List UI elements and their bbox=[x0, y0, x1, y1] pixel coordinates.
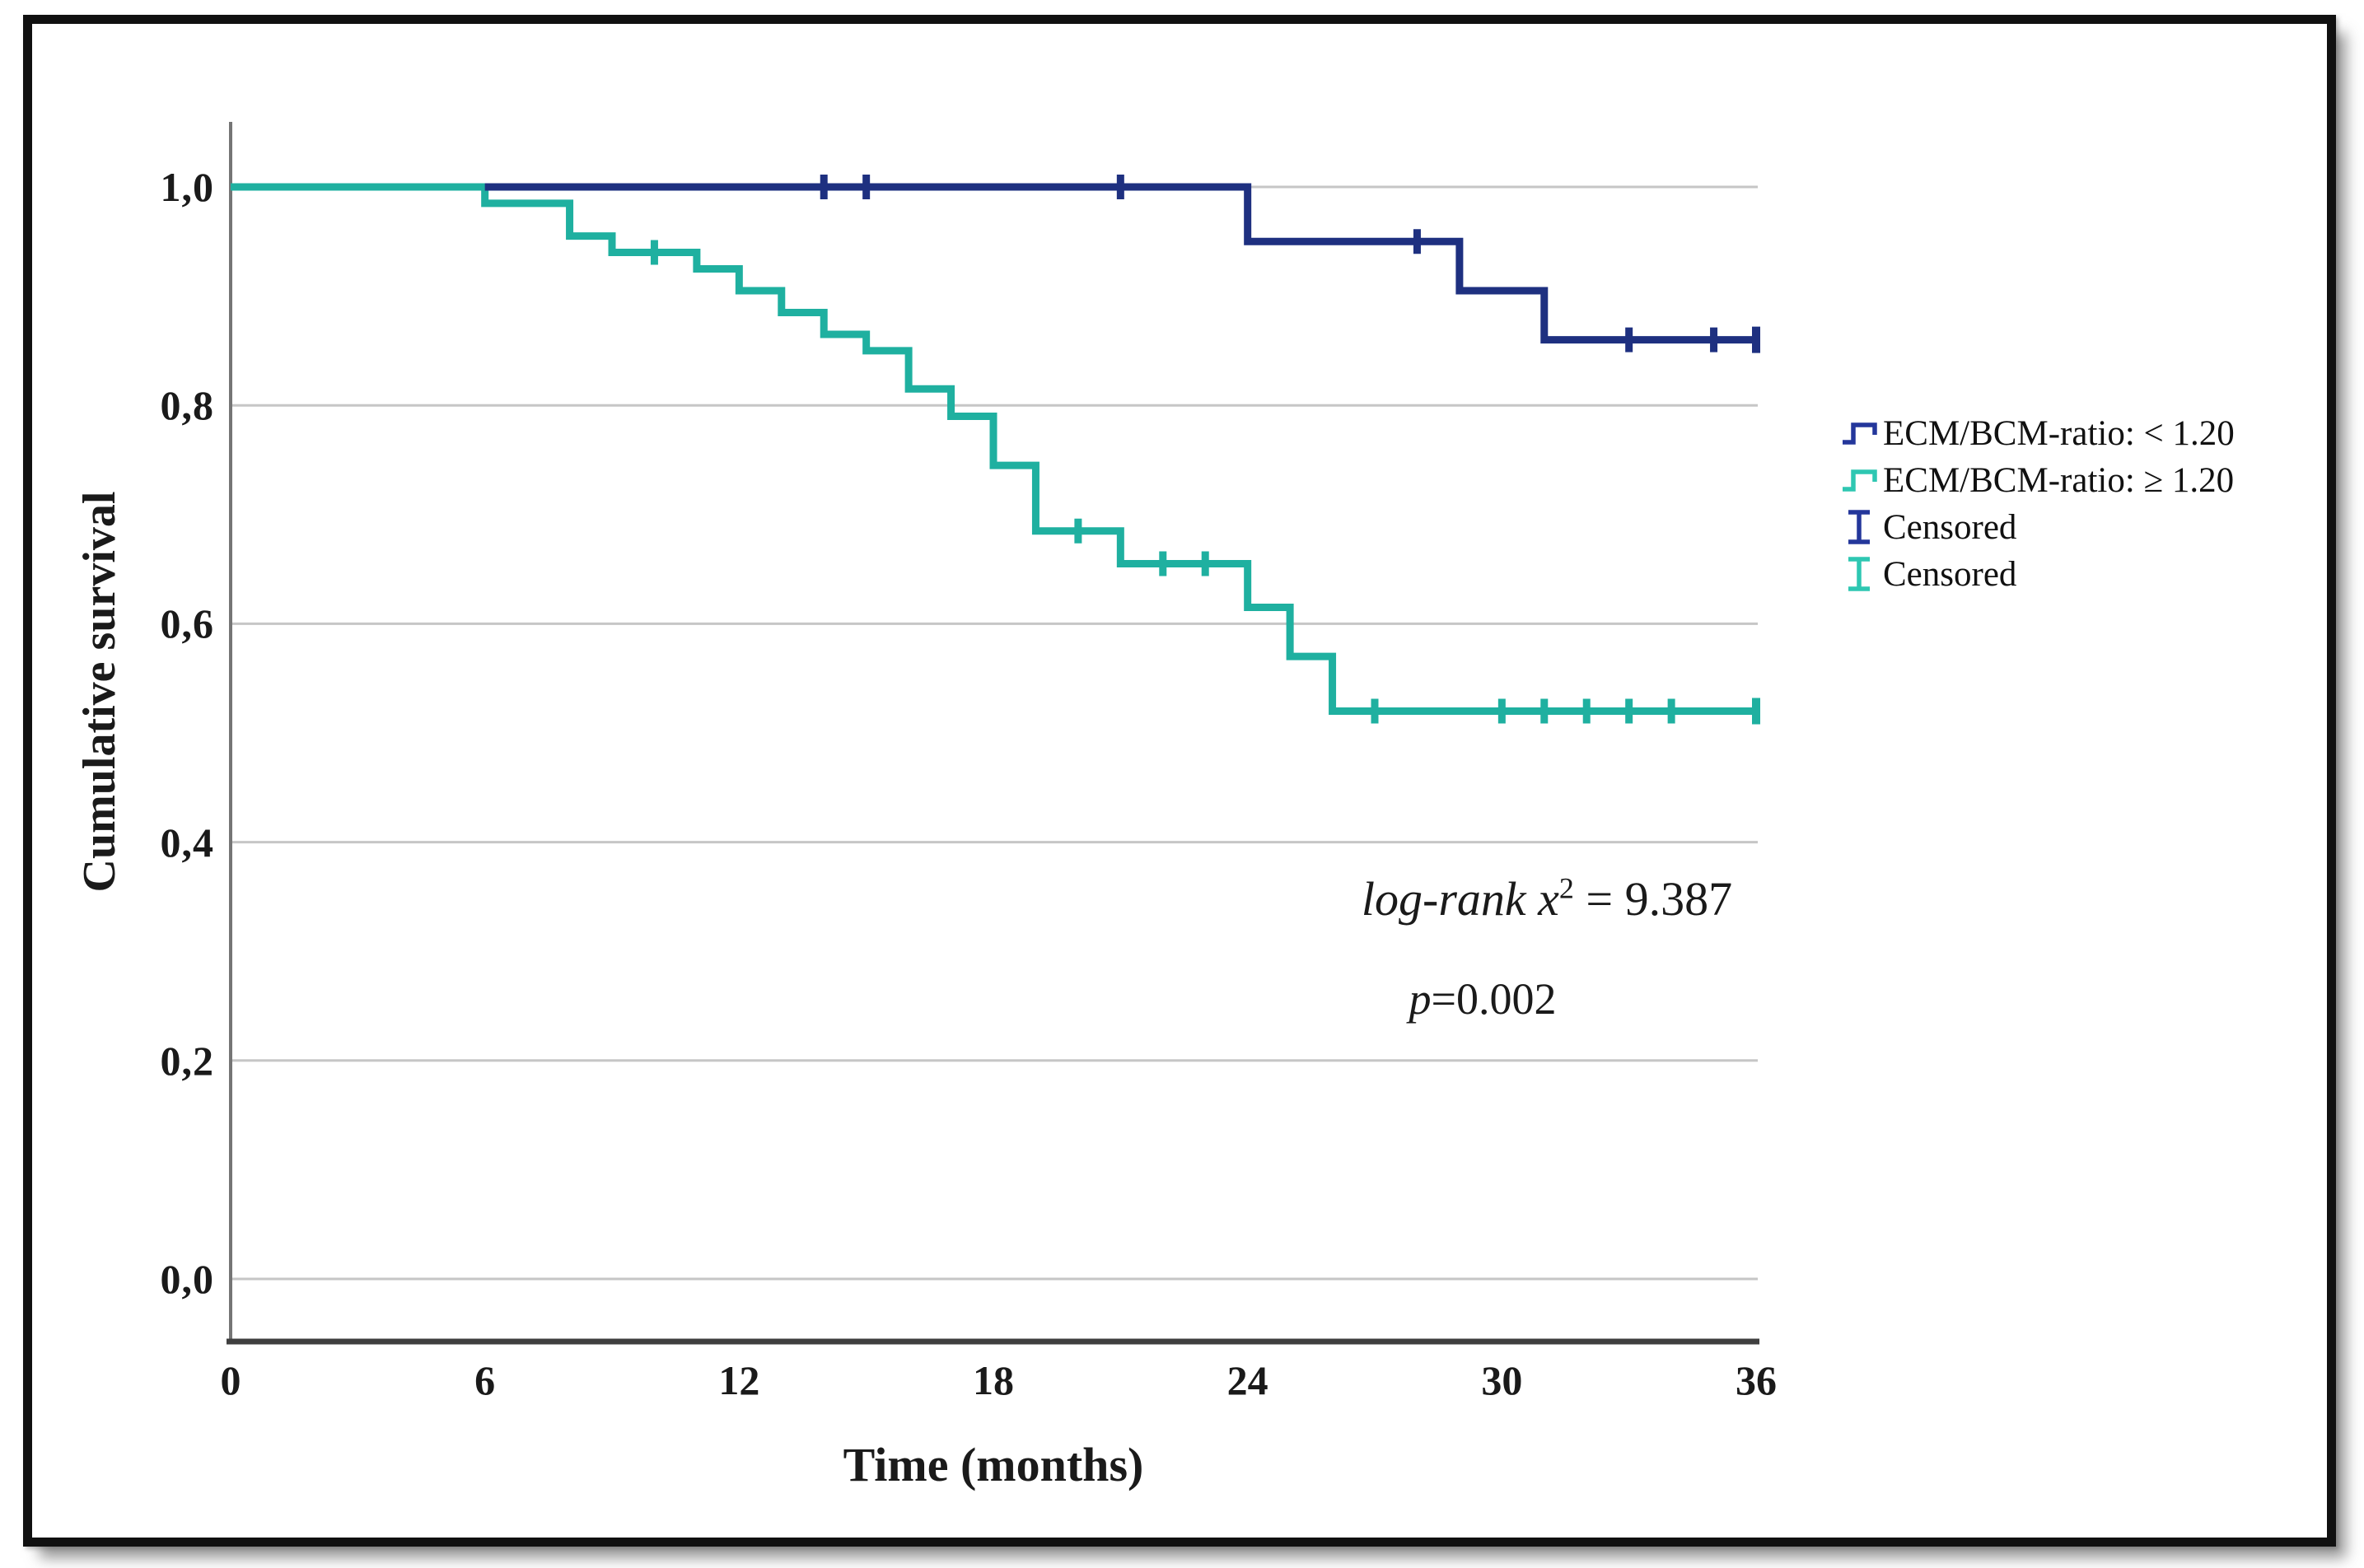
y-tick-label-0,6: 0,6 bbox=[160, 600, 214, 647]
legend-item-1: ECM/BCM-ratio: ≥ 1.20 bbox=[1842, 460, 2235, 500]
legend: ECM/BCM-ratio: < 1.20 ECM/BCM-ratio: ≥ 1.… bbox=[1842, 413, 2235, 594]
series-line-ge-120 bbox=[231, 183, 1756, 715]
x-axis-title: Time (months) bbox=[843, 1438, 1144, 1491]
log-rank-annotation-value: = 9.387 bbox=[1573, 872, 1733, 926]
y-tick-label-0,8: 0,8 bbox=[160, 382, 214, 429]
figure-border-frame bbox=[23, 15, 2336, 1547]
x-tick-label-36: 36 bbox=[1736, 1357, 1777, 1403]
legend-label: ECM/BCM-ratio: ≥ 1.20 bbox=[1883, 460, 2235, 500]
legend-item-2: Censored bbox=[1842, 507, 2235, 547]
p-value-annotation: p=0.002 bbox=[1285, 973, 1680, 1024]
log-rank-annotation-sup: 2 bbox=[1558, 871, 1574, 905]
legend-item-0: ECM/BCM-ratio: < 1.20 bbox=[1842, 413, 2235, 453]
x-tick-label-12: 12 bbox=[718, 1357, 760, 1403]
log-rank-annotation-italic: log-rank x bbox=[1361, 872, 1559, 926]
y-tick-label-0,0: 0,0 bbox=[160, 1256, 214, 1302]
x-tick-label-30: 30 bbox=[1481, 1357, 1523, 1403]
legend-label: Censored bbox=[1883, 507, 2017, 547]
legend-label: Censored bbox=[1883, 554, 2017, 594]
p-value-annotation-italic: p bbox=[1409, 974, 1432, 1024]
y-tick-label-0,2: 0,2 bbox=[160, 1037, 214, 1084]
log-rank-annotation: log-rank x2 = 9.387 bbox=[1283, 871, 1810, 926]
x-tick-label-0: 0 bbox=[220, 1357, 241, 1403]
y-tick-label-0,4: 0,4 bbox=[160, 819, 214, 866]
y-axis-title: Cumulative survival bbox=[74, 491, 125, 893]
step-line-icon bbox=[1843, 422, 1877, 445]
legend-item-3: Censored bbox=[1842, 554, 2235, 594]
censored-icon bbox=[1848, 510, 1870, 544]
legend-label: ECM/BCM-ratio: < 1.20 bbox=[1883, 413, 2235, 453]
censored-icon bbox=[1848, 557, 1870, 591]
step-line-icon bbox=[1843, 469, 1877, 492]
x-tick-label-24: 24 bbox=[1226, 1357, 1268, 1403]
x-tick-label-18: 18 bbox=[973, 1357, 1014, 1403]
series-line-lt-120 bbox=[484, 183, 1756, 344]
x-tick-label-6: 6 bbox=[474, 1357, 496, 1403]
y-tick-label-1,0: 1,0 bbox=[160, 164, 214, 210]
p-value-annotation-value: =0.002 bbox=[1431, 974, 1557, 1024]
